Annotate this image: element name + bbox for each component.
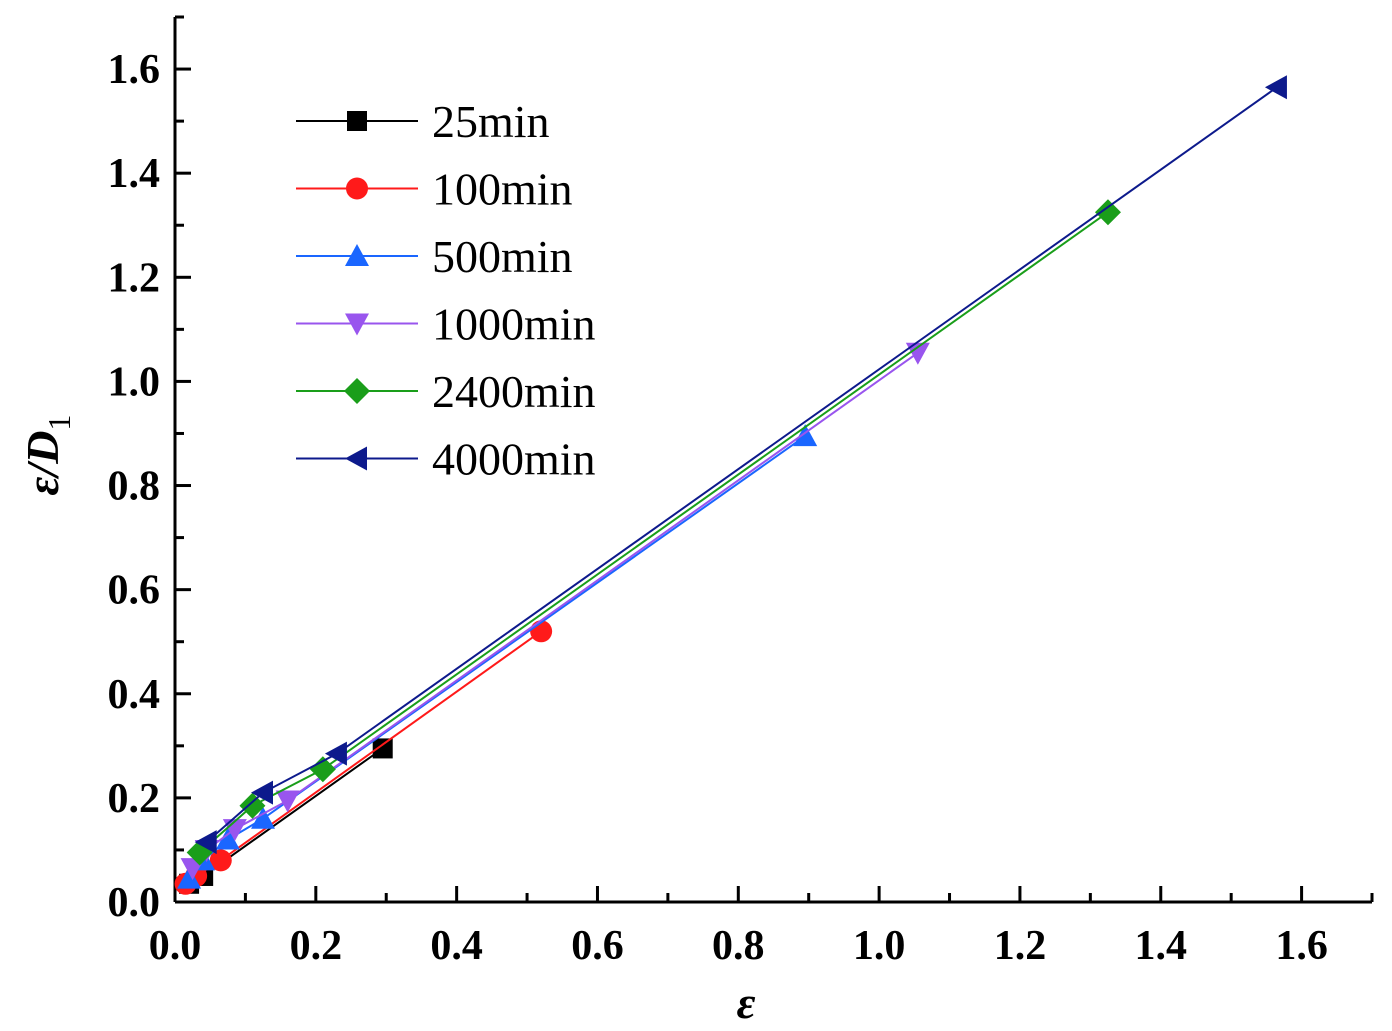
- legend-item: 25min: [296, 96, 550, 147]
- y-tick-label: 0.2: [108, 776, 161, 822]
- x-tick-label: 0.2: [290, 923, 343, 969]
- data-point: [1264, 75, 1287, 100]
- series-line: [188, 435, 806, 880]
- x-tick-label: 1.6: [1275, 923, 1328, 969]
- data-point: [793, 424, 818, 447]
- legend-item: 2400min: [296, 366, 596, 417]
- series-layer: [174, 75, 1287, 895]
- y-tick-label: 0.4: [108, 672, 161, 718]
- series-1000min: [180, 342, 930, 881]
- x-tick-label: 1.2: [994, 923, 1047, 969]
- y-tick-label: 1.0: [108, 359, 161, 405]
- legend-item: 500min: [296, 231, 573, 282]
- x-tick-label: 0.4: [430, 923, 483, 969]
- x-tick-label: 1.4: [1135, 923, 1188, 969]
- legend-item: 100min: [296, 164, 573, 215]
- x-tick-label: 0.8: [712, 923, 765, 969]
- data-point: [309, 756, 336, 783]
- data-point: [177, 866, 202, 889]
- y-tick-label: 0.6: [108, 568, 161, 614]
- data-point: [251, 806, 276, 829]
- legend-marker: [344, 378, 370, 404]
- legend-marker: [345, 244, 369, 266]
- data-point: [194, 830, 217, 855]
- data-point: [215, 827, 240, 850]
- legend-marker: [347, 111, 367, 131]
- y-tick-label: 0.8: [108, 464, 161, 510]
- data-point: [251, 780, 274, 805]
- data-point: [222, 819, 247, 842]
- legend-item: 1000min: [296, 299, 596, 350]
- legend-marker: [345, 313, 369, 336]
- legend-marker: [345, 446, 367, 471]
- data-point: [209, 849, 232, 872]
- y-tick-label: 1.4: [108, 151, 161, 197]
- series-line: [206, 86, 1278, 843]
- legend-label: 4000min: [432, 434, 596, 485]
- y-axis-title-main: ε/D: [17, 431, 68, 496]
- data-point: [372, 738, 393, 759]
- legend: 25min 100min 500min 1000min 2400min 4000min: [296, 96, 596, 485]
- legend-label: 100min: [432, 164, 573, 215]
- series-4000min: [194, 75, 1287, 855]
- y-tick-label: 1.6: [108, 47, 161, 93]
- legend-label: 2400min: [432, 366, 596, 417]
- data-point: [1094, 199, 1121, 226]
- y-axis-title-subscript: 1: [41, 415, 77, 431]
- data-point: [905, 342, 930, 365]
- data-point: [275, 790, 300, 813]
- legend-label: 25min: [432, 96, 550, 147]
- data-point: [324, 741, 347, 766]
- series-500min: [177, 424, 818, 889]
- series-line: [198, 211, 1109, 854]
- axes: 0.0 0.2 0.4 0.6 0.8 1.0 1.2 1.4 1.6 0.0 0.2 0.4 0.6 0…: [108, 15, 1374, 969]
- legend-marker: [346, 177, 368, 200]
- legend-item: 4000min: [296, 434, 596, 485]
- legend-label: 1000min: [432, 299, 596, 350]
- series-100min: [174, 620, 553, 895]
- y-tick-label: 0.0: [108, 880, 161, 926]
- series-line: [184, 630, 542, 885]
- legend-label: 500min: [432, 231, 573, 282]
- series-25min: [179, 738, 393, 894]
- y-axis-title: ε/D1: [17, 415, 77, 496]
- x-tick-label: 1.0: [853, 923, 906, 969]
- y-tick-label: 1.2: [108, 255, 161, 301]
- x-axis-title: ε: [737, 977, 756, 1028]
- series-line: [191, 351, 919, 869]
- x-tick-label: 0.6: [571, 923, 624, 969]
- series-2400min: [186, 199, 1121, 866]
- x-tick-label: 0.0: [149, 923, 202, 969]
- data-point: [239, 792, 266, 819]
